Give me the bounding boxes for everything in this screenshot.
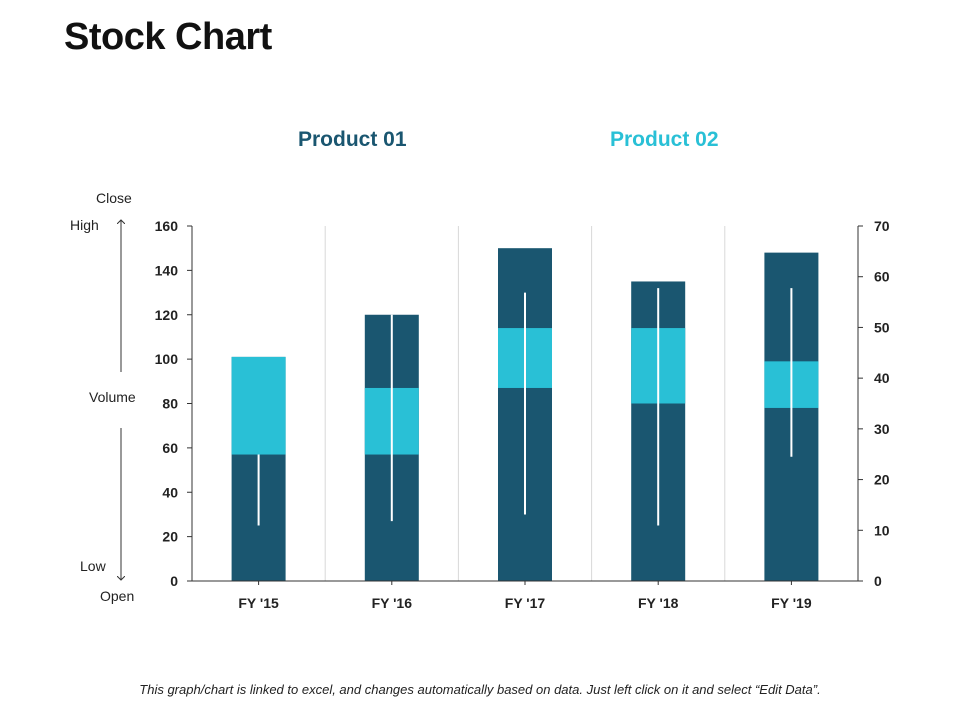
x-tick-label: FY '19 [771, 595, 812, 611]
x-tick-label: FY '16 [372, 595, 413, 611]
right-tick-label: 40 [874, 370, 890, 386]
right-tick-label: 20 [874, 472, 890, 488]
left-tick-label: 140 [155, 262, 179, 278]
left-tick-label: 20 [162, 529, 178, 545]
page-title: Stock Chart [64, 16, 272, 58]
footer-note: This graph/chart is linked to excel, and… [139, 682, 821, 697]
left-tick-label: 160 [155, 218, 179, 234]
legend-product-01: Product 01 [298, 128, 407, 151]
left-tick-label: 100 [155, 351, 179, 367]
right-tick-label: 60 [874, 269, 890, 285]
right-tick-label: 0 [874, 573, 882, 589]
right-tick-label: 30 [874, 421, 890, 437]
left-tick-label: 120 [155, 307, 179, 323]
x-tick-label: FY '18 [638, 595, 679, 611]
low-label: Low [80, 558, 106, 574]
left-tick-label: 0 [170, 573, 178, 589]
x-tick-label: FY '15 [238, 595, 279, 611]
candle-body [231, 356, 286, 455]
bar-layer [231, 248, 819, 581]
close-label: Close [96, 190, 132, 206]
right-tick-label: 10 [874, 522, 890, 538]
left-tick-label: 60 [162, 440, 178, 456]
right-tick-label: 50 [874, 319, 890, 335]
volume-label: Volume [89, 389, 136, 405]
x-tick-label: FY '17 [505, 595, 546, 611]
left-tick-label: 40 [162, 484, 178, 500]
axis-layer: 0 20 40 60 80 100 120 140 160 0 10 20 30 40 50 60 70 FY '… [155, 218, 890, 611]
open-label: Open [100, 588, 135, 604]
legend-product-02: Product 02 [610, 128, 719, 151]
left-tick-label: 80 [162, 396, 178, 412]
right-tick-label: 70 [874, 218, 890, 234]
grid-lines [324, 226, 726, 581]
high-label: High [70, 217, 99, 233]
